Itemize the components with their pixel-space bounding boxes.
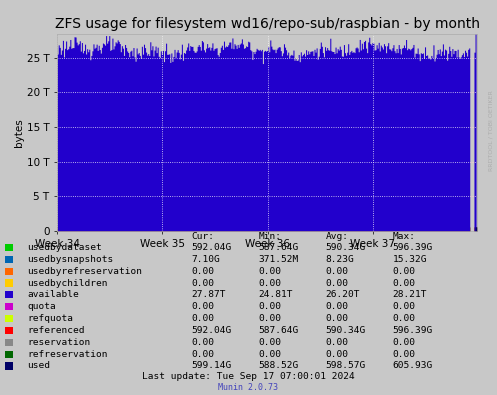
- Text: 0.00: 0.00: [393, 302, 415, 311]
- Text: 26.20T: 26.20T: [326, 290, 360, 299]
- Text: 596.39G: 596.39G: [393, 243, 433, 252]
- Text: 599.14G: 599.14G: [191, 361, 232, 371]
- Text: 0.00: 0.00: [393, 267, 415, 276]
- Text: 587.64G: 587.64G: [258, 243, 299, 252]
- Text: 24.81T: 24.81T: [258, 290, 293, 299]
- Text: 592.04G: 592.04G: [191, 243, 232, 252]
- Text: 0.00: 0.00: [191, 350, 214, 359]
- Text: 0.00: 0.00: [258, 302, 281, 311]
- Text: 28.21T: 28.21T: [393, 290, 427, 299]
- Text: usedbysnapshots: usedbysnapshots: [27, 255, 114, 264]
- Text: Avg:: Avg:: [326, 232, 348, 241]
- Text: reservation: reservation: [27, 338, 90, 347]
- Text: 0.00: 0.00: [393, 350, 415, 359]
- Text: usedbydataset: usedbydataset: [27, 243, 102, 252]
- Text: 0.00: 0.00: [326, 302, 348, 311]
- Text: 15.32G: 15.32G: [393, 255, 427, 264]
- Text: 0.00: 0.00: [393, 314, 415, 323]
- Title: ZFS usage for filesystem wd16/repo-sub/raspbian - by month: ZFS usage for filesystem wd16/repo-sub/r…: [55, 17, 480, 31]
- Text: 0.00: 0.00: [191, 267, 214, 276]
- Text: 0.00: 0.00: [258, 350, 281, 359]
- Text: 0.00: 0.00: [326, 278, 348, 288]
- Text: 0.00: 0.00: [393, 278, 415, 288]
- Text: 588.52G: 588.52G: [258, 361, 299, 371]
- Text: 0.00: 0.00: [326, 314, 348, 323]
- Text: 0.00: 0.00: [393, 338, 415, 347]
- Text: referenced: referenced: [27, 326, 85, 335]
- Y-axis label: bytes: bytes: [14, 118, 24, 147]
- Text: Max:: Max:: [393, 232, 415, 241]
- Text: used: used: [27, 361, 50, 371]
- Text: 598.57G: 598.57G: [326, 361, 366, 371]
- Text: 0.00: 0.00: [326, 338, 348, 347]
- Text: usedbyrefreservation: usedbyrefreservation: [27, 267, 142, 276]
- Text: 590.34G: 590.34G: [326, 243, 366, 252]
- Text: Last update: Tue Sep 17 07:00:01 2024: Last update: Tue Sep 17 07:00:01 2024: [142, 372, 355, 381]
- Text: refreservation: refreservation: [27, 350, 108, 359]
- Text: 0.00: 0.00: [258, 314, 281, 323]
- Text: 0.00: 0.00: [258, 267, 281, 276]
- Text: 0.00: 0.00: [326, 350, 348, 359]
- Text: 605.93G: 605.93G: [393, 361, 433, 371]
- Text: 590.34G: 590.34G: [326, 326, 366, 335]
- Text: 371.52M: 371.52M: [258, 255, 299, 264]
- Text: 0.00: 0.00: [191, 338, 214, 347]
- Text: 587.64G: 587.64G: [258, 326, 299, 335]
- Text: available: available: [27, 290, 79, 299]
- Text: 7.10G: 7.10G: [191, 255, 220, 264]
- Text: 0.00: 0.00: [191, 278, 214, 288]
- Text: Min:: Min:: [258, 232, 281, 241]
- Text: RRDTOOL / TOBI OETIKER: RRDTOOL / TOBI OETIKER: [489, 90, 494, 171]
- Text: usedbychildren: usedbychildren: [27, 278, 108, 288]
- Text: 0.00: 0.00: [191, 302, 214, 311]
- Text: 592.04G: 592.04G: [191, 326, 232, 335]
- Text: 0.00: 0.00: [326, 267, 348, 276]
- Text: 8.23G: 8.23G: [326, 255, 354, 264]
- Text: quota: quota: [27, 302, 56, 311]
- Text: Cur:: Cur:: [191, 232, 214, 241]
- Text: 0.00: 0.00: [258, 278, 281, 288]
- Text: refquota: refquota: [27, 314, 74, 323]
- Text: 596.39G: 596.39G: [393, 326, 433, 335]
- Text: Munin 2.0.73: Munin 2.0.73: [219, 383, 278, 392]
- Text: 0.00: 0.00: [191, 314, 214, 323]
- Text: 0.00: 0.00: [258, 338, 281, 347]
- Text: 27.87T: 27.87T: [191, 290, 226, 299]
